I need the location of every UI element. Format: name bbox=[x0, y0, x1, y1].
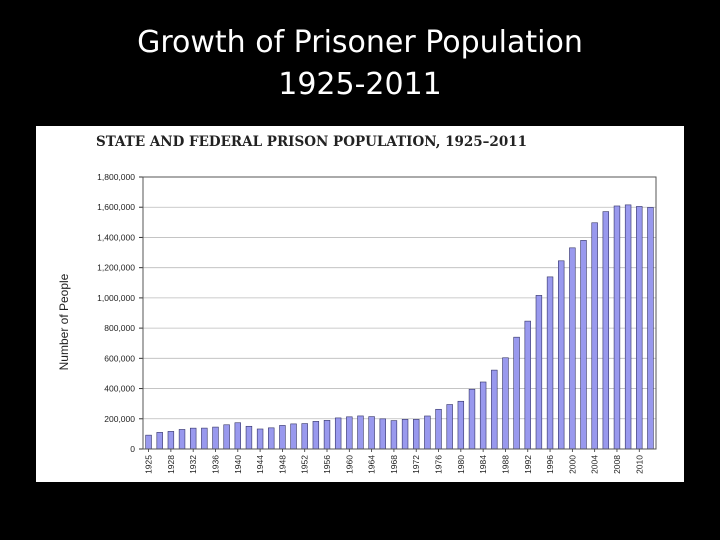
bar bbox=[491, 369, 498, 450]
bar bbox=[546, 276, 554, 450]
bar bbox=[580, 240, 587, 450]
bar bbox=[636, 206, 643, 450]
y-tick-label: 400,000 bbox=[104, 384, 135, 394]
x-tick-label: 1964 bbox=[367, 455, 377, 474]
bar bbox=[256, 428, 264, 450]
bar bbox=[613, 205, 621, 450]
y-tick-label: 1,200,000 bbox=[97, 263, 135, 273]
x-tick-label: 1944 bbox=[255, 455, 265, 474]
y-tick-label: 1,800,000 bbox=[97, 172, 135, 182]
bar bbox=[602, 211, 610, 450]
gridlines bbox=[143, 176, 656, 420]
x-tick-label: 1928 bbox=[166, 455, 176, 474]
bar bbox=[401, 419, 409, 450]
bar bbox=[368, 416, 375, 450]
bar bbox=[468, 388, 476, 450]
x-tick-label: 1960 bbox=[344, 455, 354, 474]
bar bbox=[379, 418, 386, 450]
slide-title-line-1: Growth of Prisoner Population bbox=[137, 25, 583, 60]
x-tick-label: 1948 bbox=[277, 455, 287, 474]
bar bbox=[624, 204, 632, 450]
bar bbox=[435, 408, 442, 450]
bar bbox=[346, 416, 353, 450]
x-tick-label: 2004 bbox=[590, 455, 600, 474]
bar bbox=[189, 427, 197, 450]
x-tick-label: 1952 bbox=[300, 455, 310, 474]
bar bbox=[234, 422, 241, 450]
bar bbox=[558, 260, 565, 450]
x-tick-label: 1992 bbox=[523, 455, 533, 474]
y-axis-label: Number of People bbox=[57, 273, 71, 370]
bar bbox=[323, 420, 331, 450]
bar bbox=[212, 426, 219, 450]
y-tick-label: 200,000 bbox=[104, 414, 135, 424]
y-tick-label: 1,600,000 bbox=[97, 202, 135, 212]
bar bbox=[647, 207, 654, 450]
bar bbox=[424, 415, 431, 450]
bar bbox=[357, 415, 364, 450]
y-tick-label: 600,000 bbox=[104, 353, 135, 363]
x-tick-label: 1968 bbox=[389, 455, 399, 474]
x-tick-label: 1972 bbox=[411, 455, 421, 474]
bar bbox=[301, 423, 308, 450]
x-tick-label: 2010 bbox=[634, 455, 644, 474]
bar bbox=[178, 429, 186, 450]
x-tick-label: 1940 bbox=[233, 455, 243, 474]
x-tick-label: 2008 bbox=[612, 455, 622, 474]
x-tick-label: 1996 bbox=[545, 455, 555, 474]
bar bbox=[413, 419, 420, 450]
bar bbox=[479, 381, 487, 450]
bar bbox=[167, 431, 175, 450]
bar-chart: STATE AND FEDERAL PRISON POPULATION, 192… bbox=[57, 134, 657, 474]
bar bbox=[446, 404, 453, 450]
x-tick-label: 1980 bbox=[456, 455, 466, 474]
slide-title: Growth of Prisoner Population 1925-2011 bbox=[0, 22, 720, 106]
x-tick-label: 2000 bbox=[567, 455, 577, 474]
y-tick-label: 1,000,000 bbox=[97, 293, 135, 303]
y-tick-label: 1,400,000 bbox=[97, 232, 135, 242]
bar bbox=[312, 421, 320, 450]
bar bbox=[245, 425, 253, 450]
bar bbox=[569, 247, 576, 450]
chart-title: STATE AND FEDERAL PRISON POPULATION, 192… bbox=[96, 134, 527, 150]
y-tick-label: 800,000 bbox=[104, 323, 135, 333]
bar bbox=[591, 222, 598, 450]
bar bbox=[524, 320, 531, 450]
x-tick-label: 1956 bbox=[322, 455, 332, 474]
chart-panel: STATE AND FEDERAL PRISON POPULATION, 192… bbox=[36, 126, 684, 482]
bar bbox=[535, 295, 543, 450]
bar bbox=[279, 425, 286, 450]
bar bbox=[513, 336, 520, 450]
x-tick-label: 1932 bbox=[188, 455, 198, 474]
x-tick-label: 1925 bbox=[144, 455, 154, 474]
slide-title-line-2: 1925-2011 bbox=[278, 67, 442, 102]
y-tick-labels: 0 200,000 400,000 600,000 800,000 1,000,000 1,… bbox=[97, 172, 135, 454]
x-tick-labels: 1925 1928 1932 1936 1940 1944 1948 1952 1956 1960… bbox=[144, 455, 645, 474]
x-tick-label: 1976 bbox=[434, 455, 444, 474]
bars bbox=[145, 204, 654, 450]
bar bbox=[502, 357, 509, 450]
bar bbox=[145, 434, 152, 450]
bar bbox=[334, 417, 342, 450]
y-tick-label: 0 bbox=[130, 444, 135, 454]
x-tick-label: 1984 bbox=[478, 455, 488, 474]
bar bbox=[457, 400, 465, 450]
x-tick-label: 1936 bbox=[210, 455, 220, 474]
axes bbox=[139, 176, 657, 452]
bar bbox=[268, 427, 275, 450]
plot-frame bbox=[142, 176, 657, 450]
bar bbox=[201, 427, 208, 450]
x-tick-label: 1988 bbox=[500, 455, 510, 474]
bar bbox=[390, 420, 398, 450]
bar bbox=[290, 423, 297, 450]
bar bbox=[223, 424, 230, 450]
bar bbox=[156, 432, 163, 450]
